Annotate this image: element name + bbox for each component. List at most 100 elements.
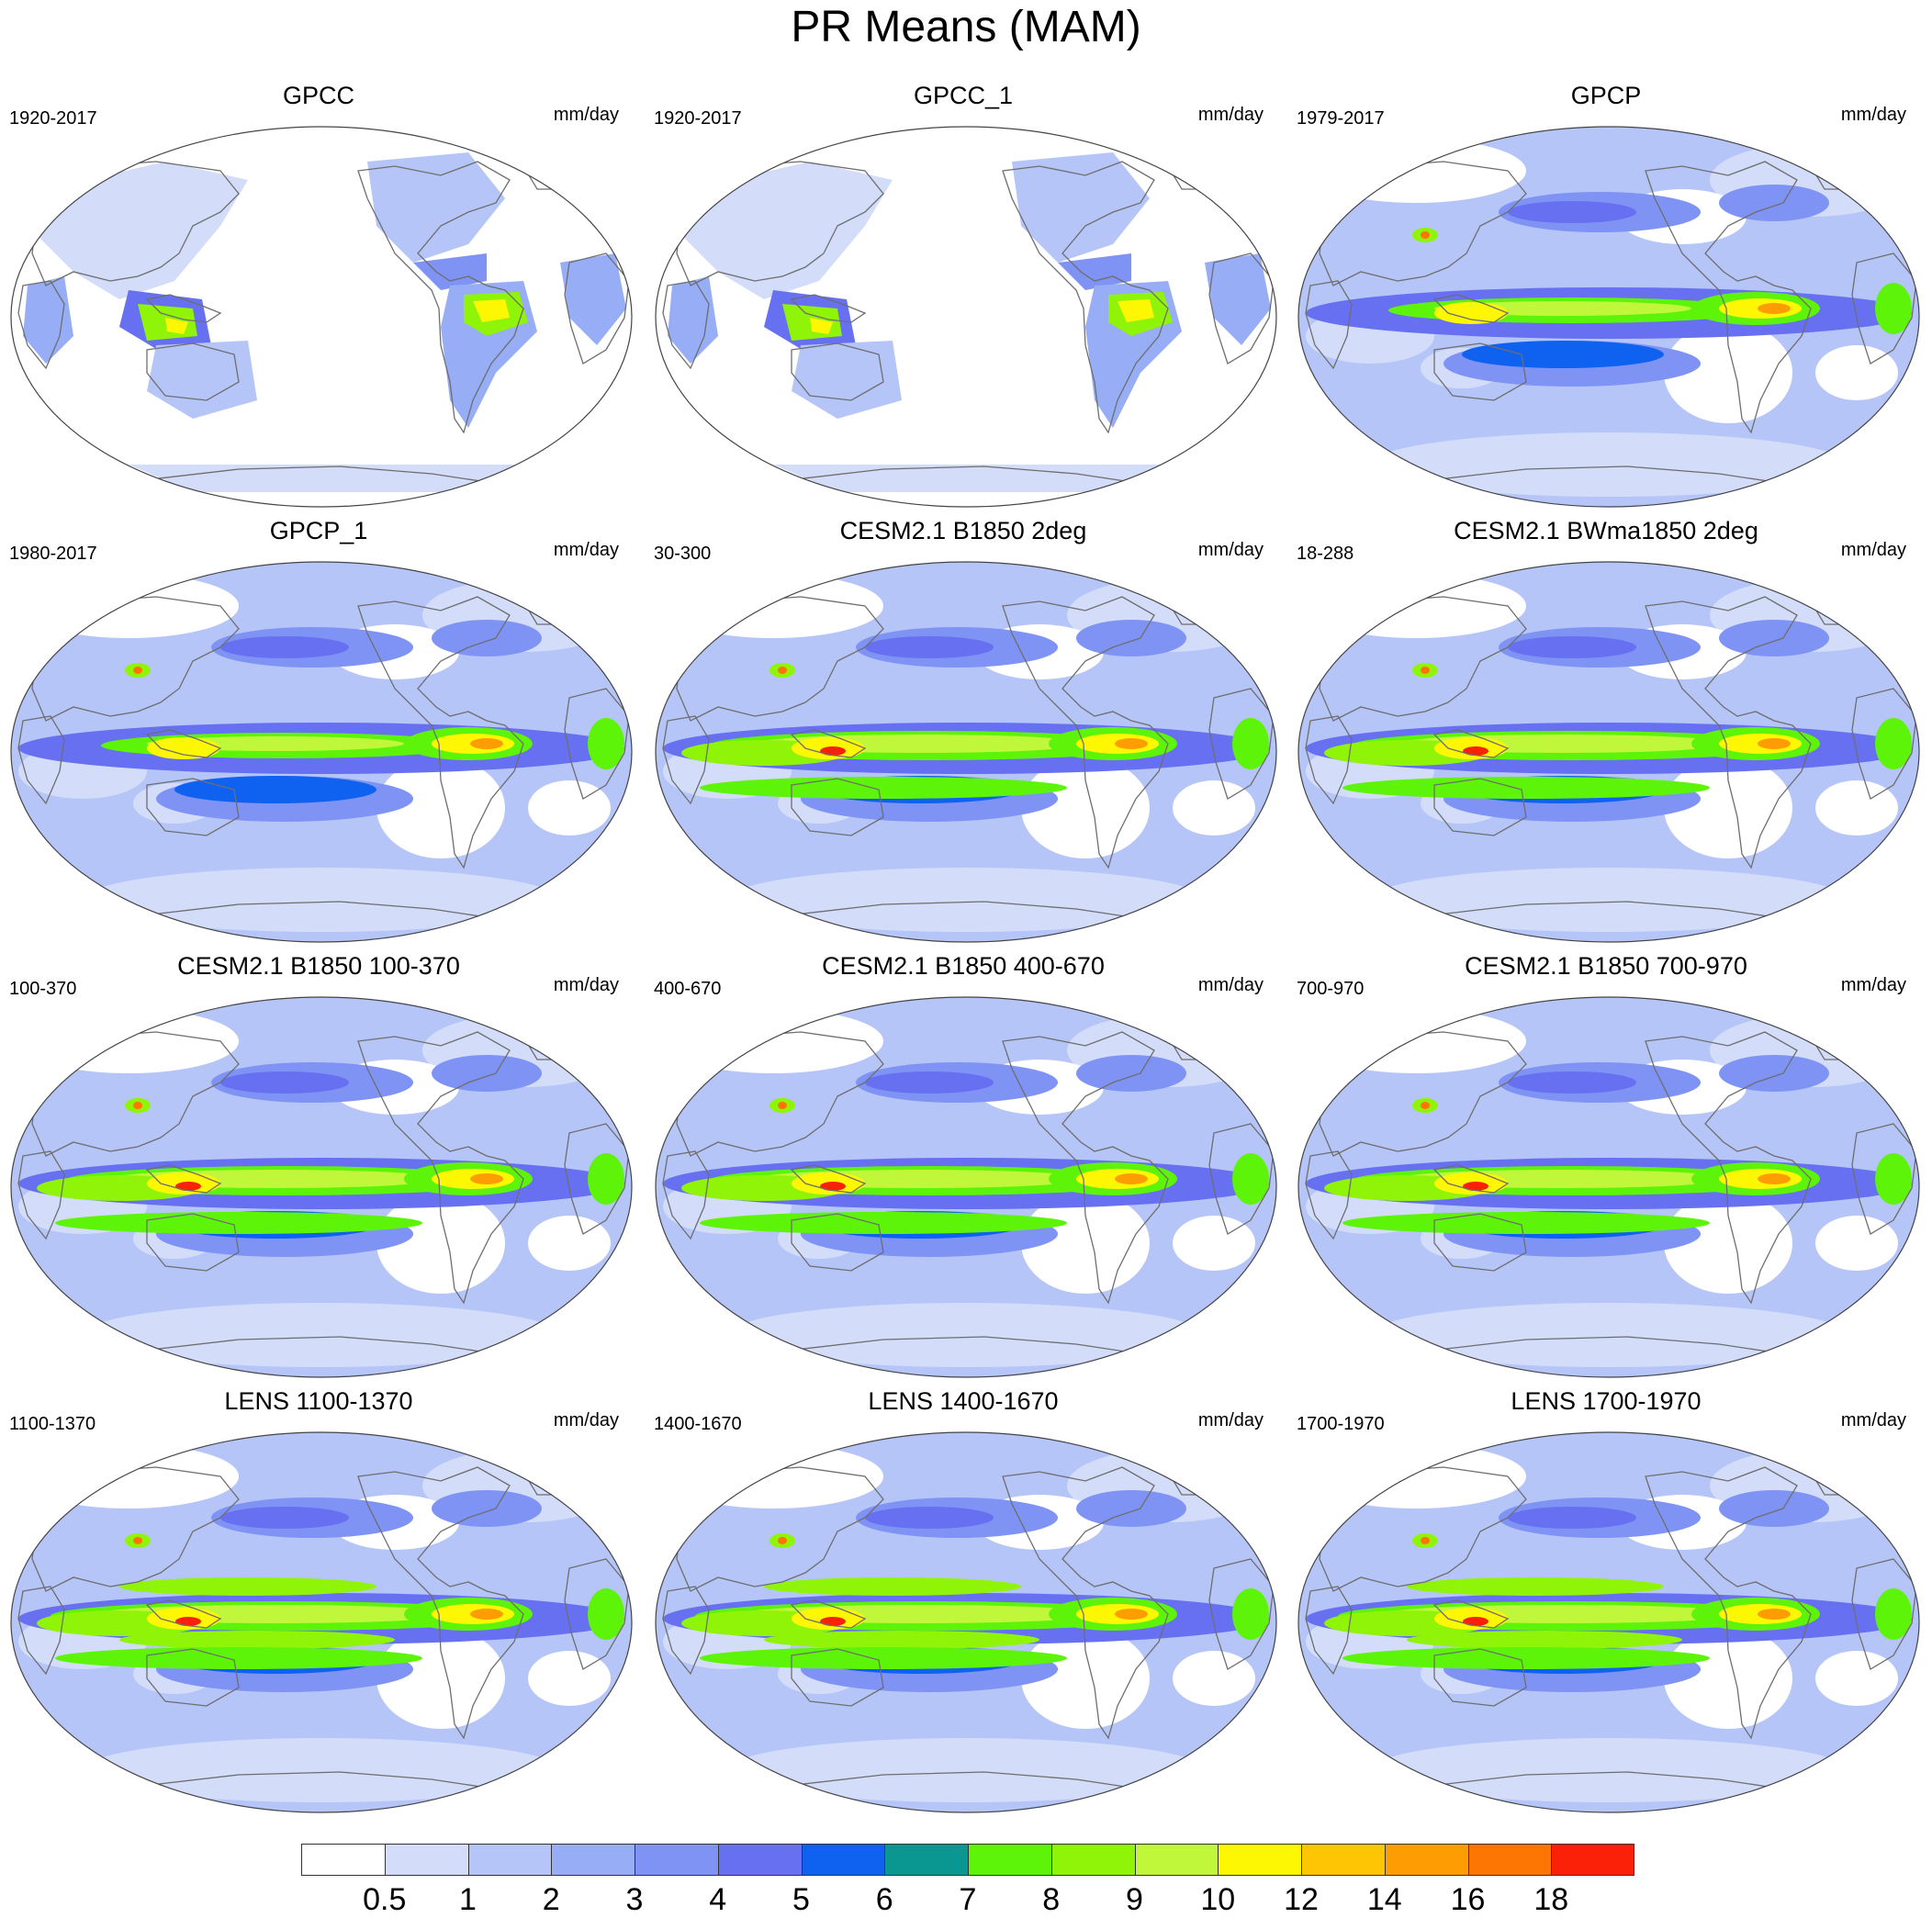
map-border xyxy=(655,1431,1277,1813)
map-panel: LENS 1100-1370 1100-1370 mm/day xyxy=(0,1386,637,1813)
panel-years: 1979-2017 xyxy=(1297,108,1385,129)
land-precip-amazon-core xyxy=(1118,299,1154,322)
coastline-0 xyxy=(1002,1466,1169,1740)
land-precip-antarctica xyxy=(129,465,523,492)
north-atlantic-storm-track xyxy=(1076,1490,1186,1527)
southern-ocean-band xyxy=(727,868,1205,932)
panel-title: CESM2.1 B1850 700-970 xyxy=(1465,952,1747,980)
colorbar-label: 5 xyxy=(792,1882,810,1917)
colorbar-label: 12 xyxy=(1284,1882,1319,1917)
panel-units: mm/day xyxy=(553,975,619,995)
map-border xyxy=(1297,1431,1920,1813)
coastline-2 xyxy=(662,280,710,370)
panel-title: CESM2.1 B1850 100-370 xyxy=(177,952,460,980)
land-precip-antarctica xyxy=(773,465,1168,492)
precipitation-map xyxy=(1297,996,1920,1378)
colorbar-swatch xyxy=(301,1844,386,1876)
maritime-continent-peak xyxy=(1463,1182,1488,1191)
land-precip-asia xyxy=(37,162,248,299)
panel-units: mm/day xyxy=(1840,1410,1906,1430)
maritime-continent-peak xyxy=(820,746,846,756)
coastline-3 xyxy=(1851,252,1917,365)
land-precip-central-america xyxy=(413,253,487,290)
map-panel: GPCC_1 1920-2017 mm/day xyxy=(645,81,1282,508)
maritime-continent-peak xyxy=(820,1617,846,1626)
panel-title: CESM2.1 BWma1850 2deg xyxy=(1454,517,1758,544)
southern-ocean-band xyxy=(1370,868,1848,932)
coastline-2 xyxy=(662,1586,710,1676)
panel-title: CESM2.1 B1850 2deg xyxy=(839,517,1087,544)
spcz-rain-extension xyxy=(700,1212,1067,1234)
map-field xyxy=(17,152,630,492)
precipitation-map xyxy=(655,126,1277,508)
coastline-0 xyxy=(1645,161,1812,434)
amazon-rain-peak xyxy=(1115,1173,1148,1184)
coastline-4 xyxy=(146,1648,240,1707)
coastline-3 xyxy=(1851,1123,1917,1235)
dry-region-south-atlantic xyxy=(528,1651,611,1706)
coastline-3 xyxy=(564,1123,630,1235)
coastline-1 xyxy=(1319,1031,1527,1157)
colorbar-swatch xyxy=(968,1844,1052,1876)
dry-region-south-atlantic xyxy=(528,780,611,836)
map-field xyxy=(11,997,632,1377)
africa-rain xyxy=(1875,1588,1912,1640)
coastline-3 xyxy=(1851,1558,1917,1670)
coastline-2 xyxy=(17,1586,65,1676)
coastline-1 xyxy=(676,161,884,286)
coastline-2 xyxy=(662,715,710,805)
dry-region-south-atlantic xyxy=(1815,1651,1898,1706)
map-panel: GPCP_1 1980-2017 mm/day xyxy=(0,516,637,943)
africa-rain xyxy=(1875,1153,1912,1205)
amazon-rain-peak xyxy=(1758,303,1791,314)
east-asia-rain-peak xyxy=(1421,1102,1430,1109)
spcz-rain-extension xyxy=(1342,1647,1710,1669)
colorbar-swatch xyxy=(467,1844,552,1876)
coastline-1 xyxy=(1319,161,1527,286)
maritime-continent-peak xyxy=(175,1617,201,1626)
map-panel: CESM2.1 B1850 400-670 400-670 mm/day xyxy=(645,951,1282,1378)
coastline-0 xyxy=(357,1466,524,1740)
southern-ocean-band xyxy=(727,1303,1205,1367)
dry-region-asia xyxy=(18,1009,239,1073)
coastline-0 xyxy=(1002,596,1169,869)
southern-ocean-band xyxy=(83,868,560,932)
panel-years: 400-670 xyxy=(654,979,722,999)
panel-title: GPCC xyxy=(282,82,354,109)
double-itcz-south xyxy=(119,1631,395,1649)
north-atlantic-storm-track xyxy=(432,1490,542,1527)
dry-region-southeast-pacific xyxy=(1664,1628,1792,1729)
maritime-continent-rain xyxy=(147,737,220,759)
map-field xyxy=(656,1432,1276,1812)
precipitation-map xyxy=(1297,561,1920,943)
coastline-2 xyxy=(17,1150,65,1240)
map-panel: CESM2.1 B1850 700-970 700-970 mm/day xyxy=(1287,951,1925,1378)
north-pacific-storm-track-core xyxy=(1508,636,1636,658)
precipitation-map xyxy=(10,126,633,508)
map-panel: CESM2.1 B1850 100-370 100-370 mm/day xyxy=(0,951,637,1378)
colorbar-label: 6 xyxy=(875,1882,893,1917)
colorbar-swatch xyxy=(1218,1844,1302,1876)
double-itcz-south xyxy=(1407,1631,1682,1649)
coastline-0 xyxy=(357,596,524,869)
colorbar-label: 18 xyxy=(1533,1882,1569,1917)
panel-years: 700-970 xyxy=(1297,979,1365,999)
colorbar-swatch xyxy=(1050,1844,1135,1876)
coastline-0 xyxy=(357,161,524,434)
africa-rain xyxy=(588,1153,624,1205)
coastline-4 xyxy=(791,778,884,836)
precipitation-map xyxy=(655,996,1277,1378)
map-field xyxy=(1298,1432,1919,1812)
maritime-continent-peak xyxy=(175,1182,201,1191)
coastline-4 xyxy=(1433,1648,1527,1707)
precipitation-map xyxy=(655,1431,1277,1813)
panel-units: mm/day xyxy=(1840,540,1906,560)
coastline-5 xyxy=(790,294,867,323)
coastline-1 xyxy=(676,1466,884,1592)
africa-rain xyxy=(1232,1153,1269,1205)
coastline-2 xyxy=(1305,280,1353,370)
north-pacific-storm-track-core xyxy=(220,1071,349,1094)
dry-region-southeast-pacific xyxy=(1021,1193,1150,1294)
map-border xyxy=(10,996,633,1378)
land-precip-amazon-core xyxy=(473,299,510,322)
